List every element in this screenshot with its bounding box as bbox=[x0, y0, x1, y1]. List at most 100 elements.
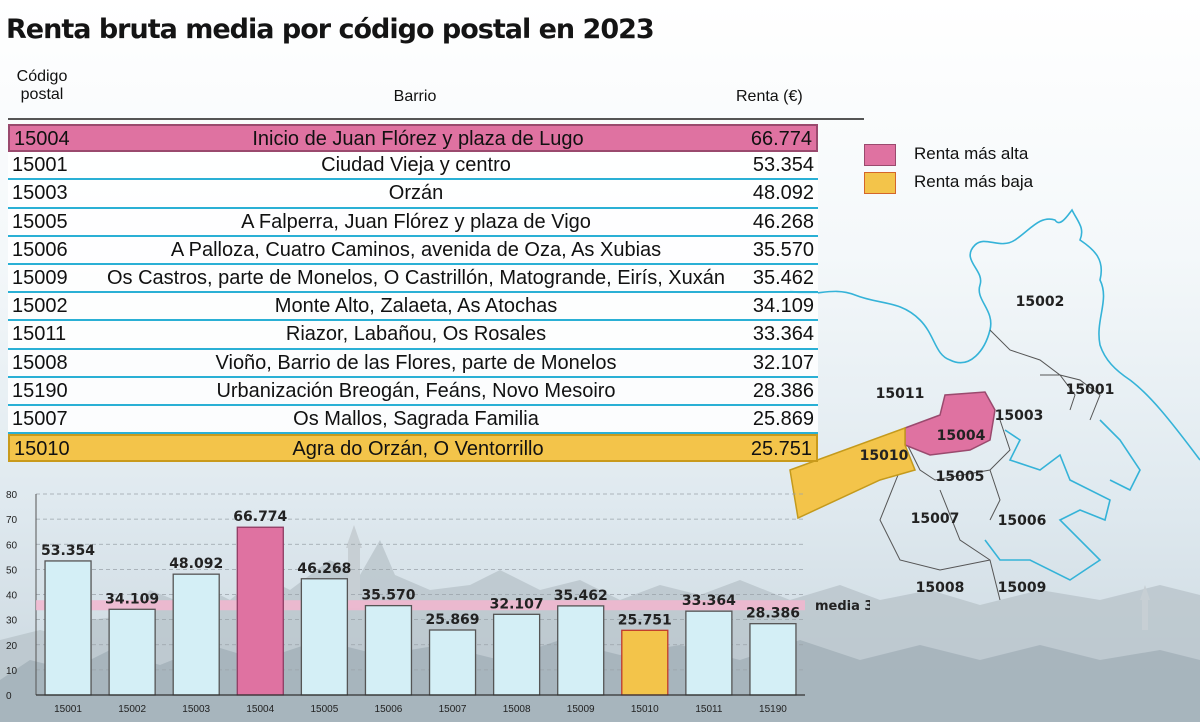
row-renta: 35.570 bbox=[752, 238, 814, 261]
row-renta: 32.107 bbox=[752, 351, 814, 374]
row-postal-code: 15009 bbox=[12, 266, 68, 289]
table-row: 15010 Agra do Orzán, O Ventorrillo 25.751 bbox=[8, 434, 818, 463]
table-row: 15006 A Palloza, Cuatro Caminos, avenida … bbox=[8, 236, 818, 265]
map-label-15007: 15007 bbox=[911, 511, 960, 527]
table-row: 15008 Vioño, Barrio de las Flores, parte … bbox=[8, 349, 818, 378]
bar bbox=[492, 613, 541, 696]
bar-value-label: 53.354 bbox=[41, 543, 95, 559]
y-tick-label: 10 bbox=[6, 666, 18, 677]
income-bar-chart: 0 10 20 30 40 50 60 70 80 media 35.727 53.354 15001… bbox=[6, 490, 870, 715]
header-codigo-postal: Código postal bbox=[10, 68, 74, 104]
map-label-15003: 15003 bbox=[995, 408, 1044, 424]
map-label-15011: 15011 bbox=[876, 386, 925, 402]
table-row: 15011 Riazor, Labañou, Os Rosales 33.364 bbox=[8, 321, 818, 350]
map-label-15009: 15009 bbox=[998, 580, 1047, 596]
x-tick-label: 15008 bbox=[503, 704, 531, 715]
row-barrio: Vioño, Barrio de las Flores, parte de Mo… bbox=[215, 351, 617, 374]
legend-label-baja: Renta más baja bbox=[914, 172, 1034, 191]
row-postal-code: 15010 bbox=[14, 438, 70, 461]
row-barrio: Ciudad Vieja y centro bbox=[321, 154, 511, 177]
coastline bbox=[789, 208, 1200, 581]
bar-value-label: 25.869 bbox=[426, 612, 480, 628]
row-barrio: A Palloza, Cuatro Caminos, avenida de Oz… bbox=[170, 238, 662, 261]
table-row: 15002 Monte Alto, Zalaeta, As Atochas 34.1… bbox=[8, 293, 818, 322]
row-renta: 34.109 bbox=[752, 295, 814, 318]
y-tick-label: 40 bbox=[6, 591, 18, 602]
row-renta: 48.092 bbox=[752, 182, 814, 205]
bar bbox=[685, 610, 733, 696]
x-tick-label: 15004 bbox=[246, 704, 274, 715]
row-barrio: Inicio de Juan Flórez y plaza de Lugo bbox=[252, 128, 584, 150]
postal-code-map: 15002 15001 15011 15003 15004 15010 1500… bbox=[789, 208, 1200, 600]
bar-value-label: 48.092 bbox=[169, 556, 223, 572]
row-renta: 25.751 bbox=[750, 438, 812, 461]
map-label-15001: 15001 bbox=[1066, 382, 1115, 398]
x-tick-label: 15001 bbox=[54, 704, 82, 715]
bar bbox=[428, 629, 477, 696]
row-barrio: A Falperra, Juan Flórez y plaza de Vigo bbox=[241, 210, 591, 233]
bar-value-label: 46.268 bbox=[297, 561, 351, 577]
bar-value-label: 34.109 bbox=[105, 591, 159, 607]
bar-value-label: 33.364 bbox=[682, 593, 736, 609]
legend-swatch-alta bbox=[864, 144, 896, 166]
x-tick-label: 15005 bbox=[310, 704, 338, 715]
table-row: 15190 Urbanización Breogán, Feáns, Novo M… bbox=[8, 377, 818, 406]
row-barrio: Monte Alto, Zalaeta, As Atochas bbox=[274, 295, 558, 318]
legend-swatch-baja bbox=[864, 172, 896, 194]
row-postal-code: 15001 bbox=[12, 154, 68, 177]
header-barrio: Barrio bbox=[393, 88, 437, 105]
map-label-15004: 15004 bbox=[937, 428, 986, 444]
table-row: 15004 Inicio de Juan Flórez y plaza de Lu… bbox=[8, 124, 818, 153]
row-barrio: Os Mallos, Sagrada Familia bbox=[293, 407, 539, 430]
row-barrio: Urbanización Breogán, Feáns, Novo Mesoir… bbox=[216, 379, 616, 402]
row-barrio: Os Castros, parte de Monelos, O Castrill… bbox=[106, 266, 726, 289]
map-label-15008: 15008 bbox=[916, 580, 965, 596]
row-renta: 66.774 bbox=[750, 128, 812, 150]
row-postal-code: 15006 bbox=[12, 238, 68, 261]
income-table: 15004 Inicio de Juan Flórez y plaza de Lu… bbox=[8, 124, 818, 463]
row-renta: 53.354 bbox=[752, 154, 814, 177]
x-tick-label: 15011 bbox=[695, 704, 723, 715]
row-postal-code: 15004 bbox=[14, 128, 70, 150]
row-renta: 35.462 bbox=[752, 266, 814, 289]
map-region-15010 bbox=[789, 426, 917, 520]
row-postal-code: 15002 bbox=[12, 295, 68, 318]
y-tick-label: 80 bbox=[6, 490, 18, 501]
x-tick-label: 15010 bbox=[631, 704, 659, 715]
chart-title: Renta bruta media por código postal en 2… bbox=[6, 14, 655, 45]
y-tick-label: 60 bbox=[6, 540, 18, 551]
table-row: 15005 A Falperra, Juan Flórez y plaza de … bbox=[8, 208, 818, 237]
row-barrio: Agra do Orzán, O Ventorrillo bbox=[292, 438, 544, 461]
row-renta: 28.386 bbox=[752, 379, 814, 402]
map-label-15006: 15006 bbox=[998, 513, 1047, 529]
header-rule bbox=[8, 118, 864, 120]
map-region-15004 bbox=[904, 391, 996, 456]
row-postal-code: 15007 bbox=[12, 407, 68, 430]
row-postal-code: 15008 bbox=[12, 351, 68, 374]
bar bbox=[44, 560, 92, 696]
header-cp-line1: Código bbox=[16, 68, 68, 85]
row-postal-code: 15190 bbox=[12, 379, 68, 402]
x-tick-label: 15190 bbox=[759, 704, 787, 715]
table-row: 15003 Orzán 48.092 bbox=[8, 180, 818, 209]
y-tick-label: 70 bbox=[6, 515, 18, 526]
x-tick-label: 15009 bbox=[567, 704, 595, 715]
map-label-15010: 15010 bbox=[860, 448, 909, 464]
x-tick-label: 15006 bbox=[375, 704, 403, 715]
bar-value-label: 32.107 bbox=[490, 596, 544, 612]
legend-label-alta: Renta más alta bbox=[914, 144, 1029, 163]
bar bbox=[557, 605, 605, 696]
row-renta: 46.268 bbox=[752, 210, 814, 233]
bar-value-label: 66.774 bbox=[233, 509, 287, 525]
y-tick-label: 50 bbox=[6, 565, 18, 576]
map-label-15005: 15005 bbox=[936, 469, 985, 485]
row-postal-code: 15011 bbox=[12, 323, 67, 346]
y-tick-label: 0 bbox=[6, 691, 12, 702]
y-tick-label: 30 bbox=[6, 616, 18, 627]
y-tick-label: 20 bbox=[6, 641, 18, 652]
bar bbox=[236, 526, 284, 696]
x-tick-label: 15007 bbox=[439, 704, 467, 715]
table-row: 15007 Os Mallos, Sagrada Familia 25.869 bbox=[8, 405, 818, 435]
bar-value-label: 25.751 bbox=[618, 612, 672, 628]
bar-value-label: 35.570 bbox=[361, 588, 415, 604]
